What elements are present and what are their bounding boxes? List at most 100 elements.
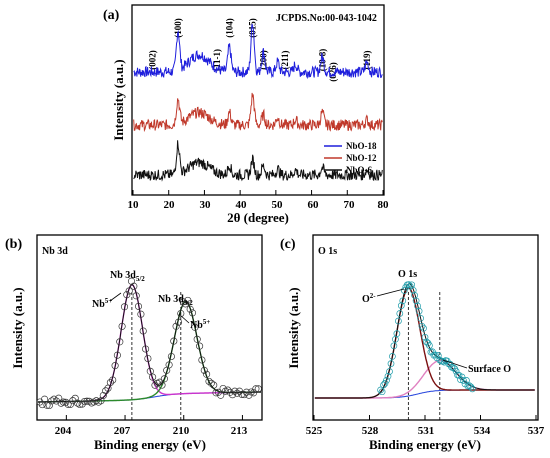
panel-b-data-point — [59, 398, 67, 406]
panel-b-data-point — [250, 389, 258, 397]
panel-b-data-point — [123, 291, 131, 299]
panel-c-data-point — [393, 330, 401, 337]
panel-b-data-point — [80, 397, 89, 406]
panel-c-data-point — [397, 302, 405, 309]
panel-b-envelope — [38, 284, 261, 403]
panel-b-data-point — [170, 337, 178, 345]
panel-b-data-point — [226, 388, 234, 396]
panel-a-y-axis-label: Intensity (a.u.) — [111, 59, 126, 140]
panel-c-data-point — [418, 322, 426, 330]
panel-b-data-point — [228, 391, 237, 399]
panel-c-data-point — [386, 368, 393, 375]
panel-b-annotation-arrow-left — [109, 292, 122, 302]
panel-c-data-point — [415, 307, 423, 315]
panel-c-data-point — [420, 324, 427, 332]
panel-c-annotation-arrow-surface — [442, 359, 468, 369]
panel-c-label: (c) — [280, 237, 296, 252]
peak-label: (100) — [173, 18, 183, 38]
panel-a-legend: NbO-18 NbO-12 NbO-6 — [324, 141, 377, 175]
panel-c-data-point — [405, 281, 413, 288]
panel-c-data-point — [383, 376, 390, 384]
panel-a-series — [133, 23, 383, 182]
panel-b-data-point — [233, 389, 241, 397]
panel-b-data-point — [184, 296, 192, 304]
panel-b-x-ticks — [65, 415, 243, 420]
panel-b-data-point — [111, 362, 119, 370]
panel-c-data-point — [414, 302, 421, 310]
panel-c-xtick: 525 — [306, 425, 323, 437]
panel-b-data-point — [92, 397, 100, 405]
panel-a-x-axis-label: 2θ (degree) — [227, 210, 289, 225]
peak-label: (11-1) — [212, 49, 222, 71]
panel-b-data-point — [69, 397, 77, 405]
panel-b-data-point — [174, 318, 183, 326]
panel-b-data-point — [48, 397, 56, 405]
panel-b-data-point — [254, 385, 262, 393]
panel-b-xtick: 207 — [114, 425, 131, 437]
panel-b-frame — [36, 234, 263, 421]
panel-b-data-point — [191, 323, 199, 331]
panel-c-data-point — [434, 352, 442, 359]
panel-b-data-point — [231, 387, 239, 395]
panel-b-data-point — [238, 390, 246, 398]
series-line-nbo-18 — [133, 23, 383, 80]
panel-b-data-point — [160, 375, 168, 383]
panel-b-data-point — [55, 394, 63, 402]
panel-a-xtick: 50 — [272, 199, 284, 211]
panel-b-x-axis-label: Binding energy (eV) — [94, 437, 206, 452]
panel-b-data-point — [165, 361, 173, 369]
panel-c-data-point — [389, 353, 396, 360]
panel-c-data-point — [390, 342, 398, 350]
panel-b-plot — [36, 277, 262, 420]
panel-b-data-point — [106, 378, 114, 387]
panel-b-data-point — [179, 298, 187, 306]
panel-c-data-point — [377, 386, 384, 394]
panel-a-xtick: 80 — [378, 199, 390, 211]
panel-c-data-point — [440, 358, 448, 366]
panel-b-data-point — [66, 400, 75, 408]
panel-a-xtick: 40 — [236, 199, 248, 211]
panel-b-data-point — [158, 381, 166, 389]
panel-c-annotation-arrow-o2 — [376, 288, 405, 297]
panel-c-data-point — [409, 286, 417, 294]
panel-a-frame — [131, 4, 385, 196]
panel-b-xtick: 213 — [231, 425, 248, 437]
panel-b-data-point — [99, 391, 107, 400]
panel-b-data-point — [188, 309, 197, 317]
panel-b-data-point — [116, 338, 124, 346]
panel-b-data-point — [167, 352, 175, 361]
peak-label: (026) — [328, 62, 338, 82]
panel-b-data-point — [45, 401, 53, 410]
panel-c-xtick: 531 — [418, 425, 435, 437]
panel-a-xtick: 30 — [200, 199, 212, 211]
panel-b-data-point — [127, 277, 136, 285]
panel-b-data-point — [207, 379, 215, 387]
peak-label: (211) — [280, 50, 290, 69]
panel-a-x-ticks — [132, 190, 384, 195]
panel-b-data-point — [200, 366, 208, 374]
peak-label: (200) — [258, 50, 268, 70]
panel-b-component-3d52 — [38, 284, 261, 403]
panel-b-data-point — [102, 387, 110, 395]
panel-a-xtick: 70 — [344, 199, 356, 211]
panel-b-data-point — [132, 292, 140, 300]
panel-c-annotation-surface-o: Surface O — [468, 364, 511, 375]
panel-b-data-point — [137, 310, 145, 318]
panel-b-data-point — [109, 376, 117, 384]
panel-b-data-point — [83, 397, 91, 405]
panel-b-data-point — [198, 356, 206, 364]
panel-b-data-point — [139, 327, 147, 335]
panel-b-data-point — [134, 302, 143, 310]
panel-c-xtick: 537 — [528, 425, 545, 437]
panel-b-data-point — [130, 282, 138, 290]
panel-b-xtick: 204 — [55, 425, 72, 437]
panel-c-xtick: 528 — [362, 425, 379, 437]
panel-c-title: O 1s — [318, 246, 337, 257]
panel-b-data-point — [113, 351, 121, 359]
panel-b-data-point — [252, 385, 260, 393]
panel-c-data-point — [412, 297, 420, 305]
panel-c-data-point — [381, 380, 389, 387]
legend-label-nbo-18: NbO-18 — [346, 141, 377, 151]
series-line-nbo-12 — [133, 92, 383, 133]
panel-b-data-point — [186, 305, 194, 313]
